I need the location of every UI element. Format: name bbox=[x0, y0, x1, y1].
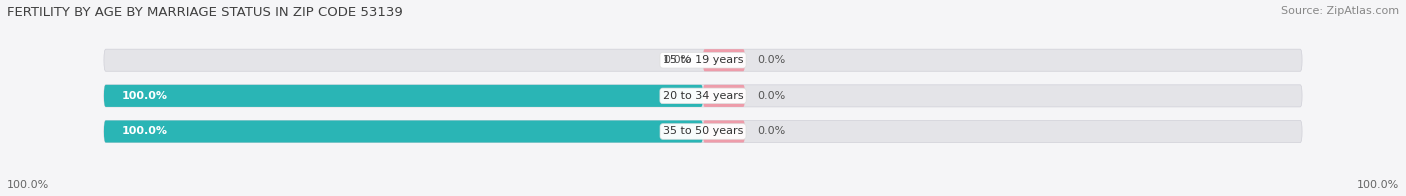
Text: 0.0%: 0.0% bbox=[756, 91, 785, 101]
Text: 20 to 34 years: 20 to 34 years bbox=[662, 91, 744, 101]
Text: 100.0%: 100.0% bbox=[7, 180, 49, 190]
Text: 15 to 19 years: 15 to 19 years bbox=[662, 55, 744, 65]
Text: Source: ZipAtlas.com: Source: ZipAtlas.com bbox=[1281, 6, 1399, 16]
Text: 0.0%: 0.0% bbox=[662, 55, 690, 65]
Text: 100.0%: 100.0% bbox=[122, 126, 167, 136]
FancyBboxPatch shape bbox=[104, 121, 1302, 142]
Text: 0.0%: 0.0% bbox=[756, 55, 785, 65]
Text: FERTILITY BY AGE BY MARRIAGE STATUS IN ZIP CODE 53139: FERTILITY BY AGE BY MARRIAGE STATUS IN Z… bbox=[7, 6, 402, 19]
Text: 35 to 50 years: 35 to 50 years bbox=[662, 126, 744, 136]
FancyBboxPatch shape bbox=[703, 85, 745, 107]
FancyBboxPatch shape bbox=[104, 121, 703, 142]
FancyBboxPatch shape bbox=[104, 49, 1302, 71]
Text: 0.0%: 0.0% bbox=[756, 126, 785, 136]
FancyBboxPatch shape bbox=[703, 121, 745, 142]
FancyBboxPatch shape bbox=[104, 85, 703, 107]
FancyBboxPatch shape bbox=[104, 85, 1302, 107]
Text: 100.0%: 100.0% bbox=[122, 91, 167, 101]
FancyBboxPatch shape bbox=[703, 49, 745, 71]
Text: 100.0%: 100.0% bbox=[1357, 180, 1399, 190]
